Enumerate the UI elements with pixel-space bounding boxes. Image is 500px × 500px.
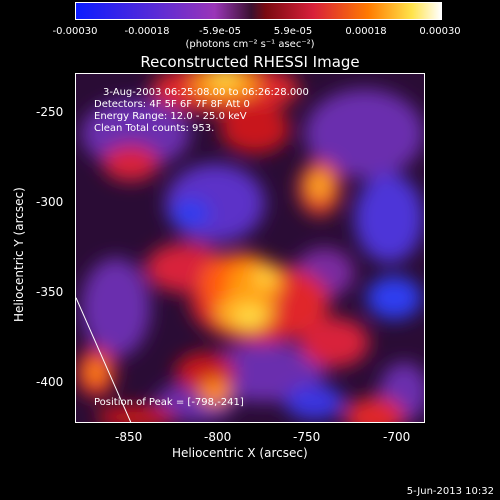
- x-axis-title: Heliocentric X (arcsec): [172, 446, 308, 460]
- x-tick-label: -850: [115, 430, 143, 444]
- colorbar-units: (photons cm⁻² s⁻¹ asec⁻²): [185, 39, 315, 50]
- colorbar: [75, 2, 442, 20]
- colorbar-tick-label: 5.9e-05: [273, 26, 313, 37]
- y-tick-label: -300: [36, 195, 64, 209]
- y-axis-title: Heliocentric Y (arcsec): [12, 187, 26, 322]
- colorbar-tick-label: 0.00030: [419, 26, 461, 37]
- colorbar-tick-label: -5.9e-05: [199, 26, 241, 37]
- render-timestamp: 5-Jun-2013 10:32: [406, 486, 494, 497]
- y-tick-label: -350: [36, 285, 64, 299]
- reconstructed-image: [75, 73, 425, 423]
- x-tick-label: -800: [204, 430, 232, 444]
- y-tick-label: -400: [36, 375, 64, 389]
- image-title: Reconstructed RHESSI Image: [140, 53, 360, 71]
- time-range-label: 3-Aug-2003 06:25:08.00 to 06:26:28.000: [103, 87, 309, 98]
- clean-counts-label: Clean Total counts: 953.: [94, 123, 215, 134]
- peak-position-label: Position of Peak = [-798,-241]: [94, 397, 244, 408]
- energy-range-label: Energy Range: 12.0 - 25.0 keV: [94, 111, 247, 122]
- colorbar-tick-label: -0.00018: [124, 26, 170, 37]
- colorbar-tick-label: -0.00030: [52, 26, 98, 37]
- x-tick-label: -750: [293, 430, 321, 444]
- x-tick-label: -700: [383, 430, 411, 444]
- y-tick-label: -250: [36, 105, 64, 119]
- detectors-label: Detectors: 4F 5F 6F 7F 8F Att 0: [94, 99, 250, 110]
- colorbar-tick-label: 0.00018: [345, 26, 387, 37]
